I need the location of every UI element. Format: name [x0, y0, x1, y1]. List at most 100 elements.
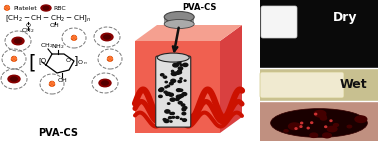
Ellipse shape — [325, 126, 327, 127]
Circle shape — [73, 35, 75, 38]
Ellipse shape — [165, 81, 167, 83]
Ellipse shape — [183, 119, 186, 121]
Ellipse shape — [159, 89, 163, 92]
Circle shape — [52, 83, 54, 86]
Ellipse shape — [166, 93, 169, 95]
Ellipse shape — [163, 119, 166, 120]
Ellipse shape — [160, 88, 164, 90]
Circle shape — [12, 58, 15, 60]
Text: O: O — [65, 58, 71, 62]
Ellipse shape — [176, 98, 179, 101]
FancyBboxPatch shape — [261, 6, 297, 38]
Ellipse shape — [172, 116, 175, 118]
Ellipse shape — [330, 120, 332, 122]
Circle shape — [7, 6, 9, 9]
Text: [: [ — [28, 53, 36, 72]
FancyBboxPatch shape — [260, 0, 378, 68]
Ellipse shape — [327, 126, 337, 132]
Circle shape — [14, 57, 15, 58]
Circle shape — [7, 6, 8, 7]
Circle shape — [50, 83, 51, 84]
Text: ]: ] — [74, 55, 78, 65]
Circle shape — [14, 58, 17, 61]
Text: O: O — [78, 60, 83, 66]
Circle shape — [51, 85, 53, 86]
Text: Dry: Dry — [333, 12, 357, 25]
Circle shape — [8, 7, 9, 8]
Ellipse shape — [300, 126, 302, 127]
Text: $_n$: $_n$ — [83, 61, 88, 67]
Ellipse shape — [176, 95, 181, 99]
Text: RBC: RBC — [53, 5, 66, 10]
Ellipse shape — [177, 62, 181, 64]
Circle shape — [109, 60, 111, 61]
Circle shape — [108, 57, 110, 60]
Ellipse shape — [178, 70, 180, 72]
Ellipse shape — [178, 102, 182, 104]
Circle shape — [75, 37, 76, 38]
Ellipse shape — [180, 118, 182, 119]
Circle shape — [5, 7, 7, 10]
Polygon shape — [135, 41, 220, 133]
Ellipse shape — [171, 72, 177, 76]
Ellipse shape — [167, 103, 170, 104]
Text: Wet: Wet — [339, 79, 367, 92]
Circle shape — [108, 56, 112, 59]
Text: Platelet: Platelet — [13, 5, 37, 10]
Circle shape — [110, 57, 112, 60]
Ellipse shape — [171, 79, 176, 82]
Circle shape — [14, 57, 16, 60]
Ellipse shape — [333, 124, 339, 126]
Ellipse shape — [8, 75, 20, 83]
Ellipse shape — [99, 79, 111, 87]
Circle shape — [5, 7, 6, 8]
Ellipse shape — [12, 37, 24, 45]
FancyBboxPatch shape — [260, 101, 378, 141]
Circle shape — [12, 59, 15, 61]
Text: PVA-CS: PVA-CS — [38, 128, 78, 138]
Ellipse shape — [323, 133, 331, 138]
Circle shape — [52, 82, 53, 83]
Ellipse shape — [184, 80, 186, 81]
Circle shape — [108, 58, 112, 60]
Circle shape — [50, 83, 52, 86]
Ellipse shape — [157, 53, 189, 62]
Circle shape — [74, 37, 77, 40]
Circle shape — [6, 7, 8, 9]
Circle shape — [6, 8, 8, 10]
Circle shape — [51, 84, 53, 86]
Circle shape — [110, 57, 111, 58]
Ellipse shape — [169, 117, 171, 119]
Ellipse shape — [178, 67, 183, 70]
Ellipse shape — [177, 71, 181, 74]
Text: PVA-CS: PVA-CS — [182, 3, 216, 12]
Ellipse shape — [314, 110, 326, 117]
Ellipse shape — [104, 35, 110, 39]
Ellipse shape — [170, 121, 172, 122]
Ellipse shape — [165, 110, 170, 113]
Ellipse shape — [183, 107, 187, 109]
Ellipse shape — [101, 33, 113, 41]
Circle shape — [11, 58, 14, 61]
Text: OH: OH — [50, 23, 60, 28]
FancyBboxPatch shape — [0, 0, 135, 141]
Ellipse shape — [170, 98, 175, 101]
Ellipse shape — [179, 89, 183, 91]
Ellipse shape — [284, 130, 288, 132]
FancyBboxPatch shape — [260, 72, 344, 98]
FancyBboxPatch shape — [260, 68, 378, 101]
Ellipse shape — [163, 76, 167, 78]
Ellipse shape — [176, 72, 180, 74]
Ellipse shape — [173, 63, 178, 67]
Polygon shape — [135, 25, 242, 41]
Ellipse shape — [181, 104, 185, 106]
Ellipse shape — [159, 95, 162, 98]
Ellipse shape — [180, 70, 181, 71]
Circle shape — [73, 38, 75, 40]
Circle shape — [50, 82, 53, 85]
Ellipse shape — [288, 123, 301, 130]
Ellipse shape — [165, 86, 167, 88]
Circle shape — [51, 81, 53, 84]
Ellipse shape — [310, 133, 318, 137]
Ellipse shape — [320, 115, 326, 118]
